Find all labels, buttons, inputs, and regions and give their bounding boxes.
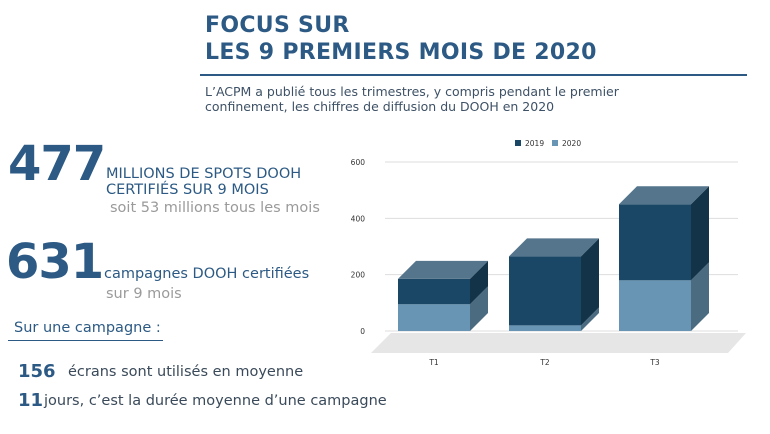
duration-number: 11	[18, 390, 44, 411]
y-tick-label: 200	[351, 271, 366, 280]
bar-T2-2019	[509, 256, 581, 326]
spots-caption-line-1: MILLIONS DE SPOTS DOOH	[106, 166, 302, 182]
screens-text: écrans sont utilisés en moyenne	[68, 364, 304, 380]
title-line-2: LES 9 PREMIERS MOIS DE 2020	[205, 40, 597, 65]
x-tick-label: T2	[539, 358, 550, 367]
bar-T2-2020	[509, 325, 581, 331]
bar-T1-2020	[398, 304, 470, 331]
campaigns-caption: campagnes DOOH certifiées	[104, 266, 310, 282]
y-tick-label: 0	[360, 327, 365, 336]
subtitle-line-2: confinement, les chiffres de diffusion d…	[205, 99, 555, 114]
x-tick-label: T3	[649, 358, 660, 367]
bar-side-T1-2020	[470, 286, 488, 331]
title-line-1: FOCUS SUR	[205, 13, 350, 38]
subtitle: L’ACPM a publié tous les trimestres, y c…	[205, 84, 635, 114]
duration-text: jours, c’est la durée moyenne d’une camp…	[44, 393, 387, 409]
campaign-section-label: Sur une campagne :	[14, 320, 161, 336]
bar-side-T1-2019	[470, 260, 488, 305]
campaigns-number: 631	[6, 234, 104, 290]
bar-side-T2-2019	[581, 238, 599, 326]
bar-side-T3-2019	[691, 186, 709, 281]
bar-T3-2020	[619, 280, 691, 331]
chart-floor	[371, 333, 746, 353]
title-divider	[200, 74, 747, 76]
campaigns-sub: sur 9 mois	[106, 286, 182, 302]
y-tick-label: 400	[351, 214, 366, 223]
screens-number: 156	[18, 361, 56, 382]
bar-top-T3	[619, 186, 709, 205]
legend-swatch-2020	[552, 140, 558, 146]
campaign-section-divider	[8, 340, 163, 341]
x-tick-label: T1	[428, 358, 439, 367]
y-tick-label: 600	[351, 158, 366, 167]
bar-top-T2	[509, 238, 599, 257]
subtitle-line-1: L’ACPM a publié tous les trimestres, y c…	[205, 84, 619, 99]
bar-top-T1	[398, 260, 488, 279]
bar-side-T3-2020	[691, 262, 709, 331]
spots-caption-line-2: CERTIFIÉS SUR 9 MOIS	[106, 182, 269, 198]
bar-T3-2019	[619, 204, 691, 281]
legend-label-2020: 2020	[562, 139, 581, 148]
spots-number: 477	[8, 136, 106, 192]
bar-T1-2019	[398, 278, 470, 305]
bar-side-T2-2020	[581, 307, 599, 331]
legend-swatch-2019	[515, 140, 521, 146]
legend-label-2019: 2019	[525, 139, 544, 148]
spots-sub: soit 53 millions tous les mois	[110, 200, 320, 216]
page-title: FOCUS SUR LES 9 PREMIERS MOIS DE 2020	[205, 12, 745, 66]
